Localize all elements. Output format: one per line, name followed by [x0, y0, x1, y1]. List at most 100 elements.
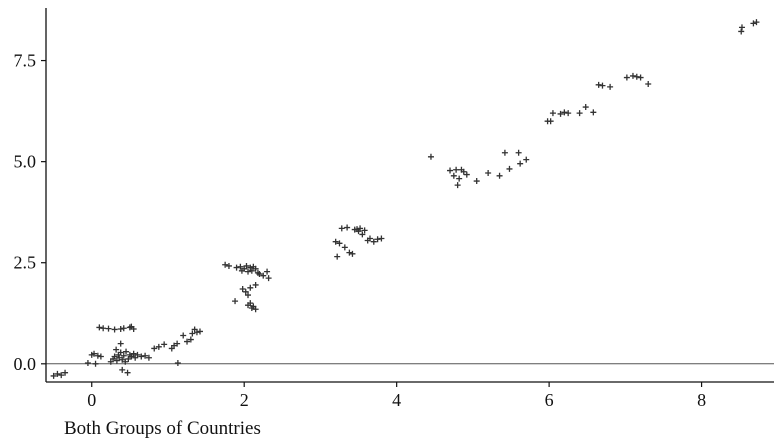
data-point	[599, 82, 606, 89]
data-point	[245, 292, 252, 299]
data-point	[247, 284, 254, 291]
y-ticks: 0.0 2.5 5.0 7.5	[14, 51, 46, 374]
data-point	[447, 167, 454, 174]
data-point	[454, 182, 461, 189]
y-tick-label: 7.5	[14, 51, 37, 71]
data-point	[247, 264, 254, 271]
data-point	[237, 263, 244, 270]
data-point	[374, 236, 381, 243]
data-point	[119, 356, 126, 363]
data-point	[633, 73, 640, 80]
data-point	[180, 332, 187, 339]
data-point	[62, 369, 69, 376]
data-point	[453, 166, 460, 173]
data-point	[456, 175, 463, 182]
data-point	[243, 262, 250, 269]
data-point	[517, 160, 524, 167]
data-point	[341, 244, 348, 251]
data-point	[184, 338, 191, 345]
data-point	[222, 261, 229, 268]
data-point	[54, 370, 61, 377]
data-point	[349, 250, 356, 257]
data-point	[193, 329, 200, 336]
data-point	[450, 172, 457, 179]
data-point	[515, 149, 522, 156]
data-point	[265, 275, 272, 282]
data-point	[100, 325, 107, 332]
data-point	[738, 28, 745, 35]
data-point	[117, 349, 124, 356]
data-point	[97, 353, 104, 360]
data-point	[336, 240, 343, 247]
data-point	[334, 253, 341, 260]
data-point	[116, 354, 123, 361]
data-point	[111, 326, 118, 333]
y-tick-label: 5.0	[14, 152, 37, 172]
data-point	[496, 172, 503, 179]
data-point	[155, 343, 162, 350]
data-point	[117, 326, 124, 333]
x-ticks: 0 2 4 6 8	[87, 382, 706, 410]
data-point	[142, 352, 149, 359]
data-point	[50, 372, 57, 379]
data-point	[174, 359, 181, 366]
data-point	[119, 366, 126, 373]
data-point	[357, 225, 364, 232]
data-point	[125, 355, 132, 362]
data-point	[463, 171, 470, 178]
data-point	[359, 231, 366, 238]
data-point	[753, 19, 760, 26]
x-tick-label: 0	[87, 390, 96, 410]
x-tick-label: 2	[240, 390, 249, 410]
y-tick-label: 2.5	[14, 253, 37, 273]
data-point	[501, 149, 508, 156]
data-point	[557, 110, 564, 117]
data-point	[233, 264, 240, 271]
data-point	[242, 288, 249, 295]
data-point	[161, 341, 168, 348]
data-point	[547, 118, 554, 125]
data-point	[128, 323, 135, 330]
data-point	[58, 372, 65, 379]
data-point	[260, 272, 267, 279]
data-point	[151, 345, 158, 352]
data-point	[187, 336, 194, 343]
data-point	[346, 249, 353, 256]
data-point	[378, 235, 385, 242]
data-point	[637, 74, 644, 81]
data-point	[582, 104, 589, 111]
data-point	[124, 369, 131, 376]
data-point	[427, 153, 434, 160]
data-point	[485, 169, 492, 176]
data-point	[247, 300, 254, 307]
data-point	[344, 224, 351, 231]
data-point	[94, 352, 101, 359]
data-point	[105, 325, 112, 332]
data-point	[225, 262, 232, 269]
data-point	[576, 110, 583, 117]
data-point	[113, 346, 120, 353]
data-point	[196, 328, 203, 335]
data-point	[111, 353, 118, 360]
data-point	[370, 238, 377, 245]
data-point	[506, 165, 513, 172]
data-point	[523, 156, 530, 163]
data-point	[239, 286, 246, 293]
data-point	[117, 340, 124, 347]
data-point	[738, 24, 745, 31]
data-point	[91, 350, 98, 357]
x-tick-label: 8	[697, 390, 706, 410]
data-point	[332, 238, 339, 245]
data-point	[252, 265, 259, 272]
data-point	[84, 359, 91, 366]
data-points	[50, 19, 760, 379]
data-point	[120, 325, 127, 332]
data-point	[338, 225, 345, 232]
x-axis-title: Both Groups of Countries	[64, 418, 261, 439]
x-tick-label: 6	[545, 390, 554, 410]
data-point	[123, 348, 130, 355]
data-point	[122, 358, 129, 365]
data-point	[473, 178, 480, 185]
data-point	[252, 281, 259, 288]
data-point	[120, 352, 127, 359]
